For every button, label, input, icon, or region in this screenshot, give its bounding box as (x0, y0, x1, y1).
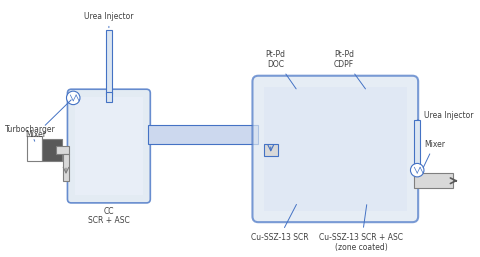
Bar (332, 180, 403, 186)
Bar (332, 112, 403, 118)
Bar (264, 87, 407, 211)
Bar (332, 123, 403, 128)
Bar (332, 91, 403, 96)
Bar (268, 128, 328, 134)
Bar (81, 139, 137, 146)
Bar (268, 91, 328, 144)
Bar (268, 175, 328, 180)
Circle shape (67, 91, 80, 105)
Text: Cu-SSZ-13 SCR: Cu-SSZ-13 SCR (251, 204, 308, 242)
Bar (268, 139, 328, 144)
Bar (268, 159, 328, 164)
Bar (332, 118, 403, 123)
Text: Cu-SSZ-13 SCR + ASC
(zone coated): Cu-SSZ-13 SCR + ASC (zone coated) (319, 205, 403, 252)
Circle shape (410, 163, 424, 177)
Text: Mixer: Mixer (423, 140, 445, 168)
Bar (106, 92, 112, 102)
Bar (268, 118, 328, 123)
Bar (268, 134, 328, 139)
Bar (268, 180, 328, 186)
Text: SCR + ASC: SCR + ASC (88, 216, 130, 225)
Text: Urea Injector: Urea Injector (84, 12, 133, 28)
Bar (332, 91, 403, 144)
Bar (268, 102, 328, 107)
Bar (332, 154, 403, 159)
Bar (27, 136, 42, 161)
Bar (56, 146, 70, 154)
Bar (332, 128, 403, 134)
Bar (81, 146, 137, 153)
Bar (332, 164, 403, 170)
Bar (81, 103, 137, 110)
Bar (268, 107, 328, 112)
Bar (332, 191, 403, 197)
Bar (332, 96, 403, 102)
Text: Urea Injector: Urea Injector (417, 111, 473, 120)
Bar (332, 159, 403, 164)
Bar (332, 139, 403, 144)
Bar (81, 103, 137, 189)
Bar (268, 112, 328, 118)
Bar (268, 164, 328, 170)
Bar (81, 124, 137, 132)
Bar (268, 197, 328, 202)
Bar (81, 182, 137, 189)
Bar (81, 153, 137, 161)
Text: CC: CC (104, 207, 114, 216)
Bar (106, 30, 112, 94)
Bar (81, 175, 137, 182)
Bar (332, 154, 403, 202)
Bar (268, 154, 328, 202)
Bar (414, 120, 420, 174)
Bar (268, 96, 328, 102)
Bar (268, 170, 328, 175)
Text: Mixer: Mixer (25, 100, 71, 139)
Bar (148, 125, 258, 144)
Bar (268, 154, 328, 159)
Bar (62, 154, 70, 181)
FancyBboxPatch shape (68, 89, 150, 203)
Bar (268, 123, 328, 128)
Bar (332, 134, 403, 139)
Bar (332, 175, 403, 180)
Bar (264, 144, 277, 156)
Bar (81, 132, 137, 139)
Bar (268, 191, 328, 197)
Bar (81, 161, 137, 168)
Bar (414, 173, 453, 188)
Bar (332, 186, 403, 191)
Bar (75, 97, 143, 195)
Text: Pt-Pd
DOC: Pt-Pd DOC (265, 50, 296, 89)
FancyBboxPatch shape (252, 76, 418, 222)
Text: Pt-Pd
CDPF: Pt-Pd CDPF (334, 50, 365, 89)
Bar (332, 102, 403, 107)
Bar (332, 170, 403, 175)
Bar (332, 107, 403, 112)
Bar (268, 91, 328, 96)
Text: Turbocharger: Turbocharger (5, 125, 56, 141)
Bar (81, 117, 137, 124)
Bar (268, 186, 328, 191)
Bar (81, 168, 137, 175)
Bar (332, 197, 403, 202)
Bar (81, 110, 137, 117)
Bar (42, 139, 61, 161)
